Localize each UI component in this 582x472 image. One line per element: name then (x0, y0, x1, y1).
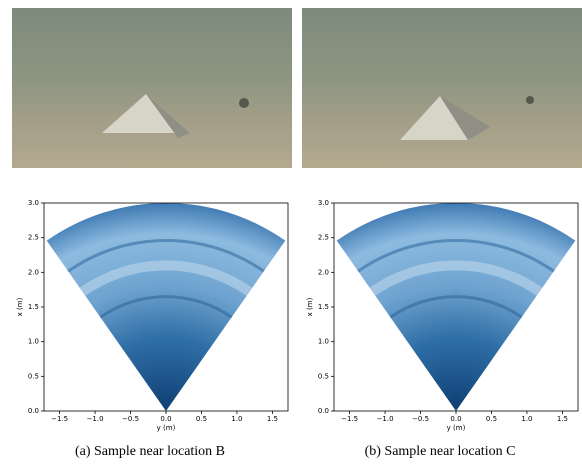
x-tick-label: −1.5 (341, 415, 358, 423)
y-tick-label: 3.0 (28, 199, 39, 207)
sonar-image (336, 203, 576, 411)
y-tick-label: 0.5 (28, 372, 39, 380)
plot: −1.5 −1.0 −0.5 0.0 0.5 1.0 1.5 0.0 0.5 1.0 1.5 2.0 2… (16, 199, 289, 459)
x-tick-label: 1.5 (267, 415, 278, 423)
sonar-fan (336, 203, 576, 411)
y-tick-label: 0.5 (318, 372, 329, 380)
x-tick-label: 0.5 (486, 415, 497, 423)
x-tick-label: 1.5 (557, 415, 568, 423)
y-tick-label: 2.0 (318, 268, 329, 276)
photo-b (302, 8, 582, 168)
y-tick-label: 1.0 (318, 338, 329, 346)
y-axis-label: x (m) (306, 297, 314, 316)
plot: −1.5 −1.0 −0.5 0.0 0.5 1.0 1.5 0.0 0.5 1.0 1.5 2.0 2… (306, 199, 579, 459)
sonar-band (99, 295, 233, 319)
photo-a (12, 8, 292, 168)
sonar-band (389, 295, 523, 319)
caption: (a) Sample near location B (75, 444, 225, 459)
y-tick-label: 1.5 (28, 303, 39, 311)
x-axis-label: y (m) (447, 424, 466, 432)
sonar-image (46, 203, 286, 411)
x-tick-label: −0.5 (412, 415, 429, 423)
sonar-band (357, 238, 555, 273)
y-tick-label: 0.0 (318, 407, 329, 415)
y-tick-label: 1.5 (318, 303, 329, 311)
x-tick-label: 1.0 (231, 415, 242, 423)
y-tick-label: 3.0 (318, 199, 329, 207)
sonar-band (79, 260, 253, 296)
sonar-band (369, 260, 543, 296)
y-tick-label: 2.5 (28, 234, 39, 242)
caption: (b) Sample near location C (365, 444, 516, 459)
y-tick-label: 2.0 (28, 268, 39, 276)
y-tick-label: 0.0 (28, 407, 39, 415)
x-tick-label: 0.0 (160, 415, 171, 423)
x-tick-label: 0.0 (450, 415, 461, 423)
sonar-fan (46, 203, 286, 411)
y-axis-label: x (m) (16, 297, 24, 316)
y-tick-label: 1.0 (28, 338, 39, 346)
x-tick-label: 0.5 (196, 415, 207, 423)
x-tick-label: −1.5 (51, 415, 68, 423)
x-axis-label: y (m) (157, 424, 176, 432)
x-tick-label: −1.0 (87, 415, 104, 423)
x-tick-label: −0.5 (122, 415, 139, 423)
y-tick-label: 2.5 (318, 234, 329, 242)
x-tick-label: 1.0 (521, 415, 532, 423)
sonar-band (67, 238, 265, 273)
x-tick-label: −1.0 (377, 415, 394, 423)
